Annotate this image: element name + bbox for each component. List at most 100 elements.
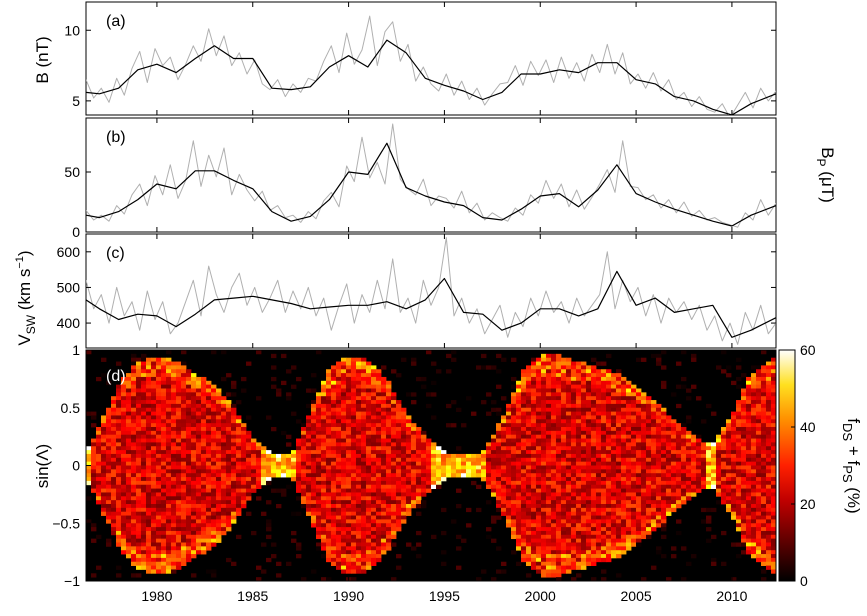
heatmap-cell: [756, 369, 761, 373]
heatmap-cell: [591, 481, 596, 485]
heatmap-cell: [496, 516, 501, 520]
heatmap-cell: [321, 408, 326, 412]
heatmap-cell: [121, 392, 126, 396]
heatmap-cell: [726, 446, 731, 450]
heatmap-cell: [581, 373, 586, 377]
heatmap-cell: [611, 381, 616, 385]
heatmap-cell: [286, 469, 291, 473]
heatmap-cell: [571, 496, 576, 500]
heatmap-cell: [236, 512, 241, 516]
heatmap-cell: [296, 377, 301, 381]
heatmap-cell: [556, 512, 561, 516]
heatmap-cell: [381, 466, 386, 470]
heatmap-cell: [676, 462, 681, 466]
heatmap-cell: [121, 481, 126, 485]
heatmap-cell: [551, 539, 556, 543]
heatmap-cell: [381, 462, 386, 466]
heatmap-cell: [666, 492, 671, 496]
heatmap-cell: [231, 454, 236, 458]
heatmap-cell: [111, 435, 116, 439]
heatmap-cell: [121, 543, 126, 547]
heatmap-cell: [251, 469, 256, 473]
heatmap-cell: [536, 543, 541, 547]
heatmap-cell: [241, 439, 246, 443]
heatmap-cell: [516, 446, 521, 450]
heatmap-cell: [441, 550, 446, 554]
heatmap-cell: [171, 458, 176, 462]
heatmap-cell: [391, 535, 396, 539]
heatmap-cell: [196, 523, 201, 527]
heatmap-cell: [121, 442, 126, 446]
heatmap-cell: [326, 550, 331, 554]
heatmap-cell: [381, 516, 386, 520]
heatmap-cell: [596, 458, 601, 462]
heatmap-cell: [361, 489, 366, 493]
heatmap-cell: [636, 462, 641, 466]
heatmap-cell: [561, 396, 566, 400]
heatmap-cell: [186, 439, 191, 443]
heatmap-cell: [136, 489, 141, 493]
heatmap-cell: [331, 469, 336, 473]
heatmap-cell: [136, 446, 141, 450]
heatmap-cell: [656, 362, 661, 366]
heatmap-cell: [126, 504, 131, 508]
heatmap-cell: [511, 516, 516, 520]
heatmap-cell: [366, 442, 371, 446]
heatmap-cell: [546, 435, 551, 439]
heatmap-cell: [341, 385, 346, 389]
heatmap-cell: [521, 489, 526, 493]
heatmap-cell: [416, 458, 421, 462]
heatmap-cell: [506, 504, 511, 508]
heatmap-cell: [596, 473, 601, 477]
heatmap-cell: [436, 446, 441, 450]
heatmap-cell: [546, 519, 551, 523]
heatmap-cell: [341, 496, 346, 500]
heatmap-cell: [746, 396, 751, 400]
heatmap-cell: [366, 543, 371, 547]
heatmap-cell: [151, 415, 156, 419]
heatmap-cell: [666, 512, 671, 516]
heatmap-cell: [271, 365, 276, 369]
heatmap-cell: [686, 396, 691, 400]
heatmap-cell: [176, 365, 181, 369]
heatmap-cell: [361, 435, 366, 439]
heatmap-cell: [751, 435, 756, 439]
heatmap-cell: [531, 389, 536, 393]
heatmap-cell: [581, 450, 586, 454]
heatmap-cell: [321, 516, 326, 520]
heatmap-cell: [216, 500, 221, 504]
heatmap-cell: [231, 427, 236, 431]
heatmap-cell: [341, 539, 346, 543]
heatmap-cell: [646, 466, 651, 470]
heatmap-cell: [661, 477, 666, 481]
heatmap-cell: [641, 504, 646, 508]
heatmap-cell: [556, 373, 561, 377]
heatmap-cell: [556, 535, 561, 539]
heatmap-cell: [411, 485, 416, 489]
heatmap-cell: [206, 439, 211, 443]
heatmap-cell: [636, 396, 641, 400]
heatmap-cell: [101, 481, 106, 485]
heatmap-cell: [196, 527, 201, 531]
heatmap-cell: [226, 469, 231, 473]
heatmap-cell: [636, 527, 641, 531]
heatmap-cell: [436, 369, 441, 373]
heatmap-cell: [121, 431, 126, 435]
heatmap-cell: [161, 427, 166, 431]
heatmap-cell: [361, 550, 366, 554]
heatmap-cell: [111, 412, 116, 416]
heatmap-cell: [526, 500, 531, 504]
heatmap-cell: [151, 569, 156, 573]
heatmap-cell: [366, 539, 371, 543]
heatmap-cell: [401, 454, 406, 458]
heatmap-cell: [641, 431, 646, 435]
heatmap-cell: [561, 454, 566, 458]
heatmap-cell: [301, 427, 306, 431]
heatmap-cell: [126, 477, 131, 481]
heatmap-cell: [181, 543, 186, 547]
heatmap-cell: [556, 412, 561, 416]
heatmap-cell: [396, 523, 401, 527]
heatmap-cell: [691, 492, 696, 496]
heatmap-cell: [126, 396, 131, 400]
heatmap-cell: [336, 408, 341, 412]
